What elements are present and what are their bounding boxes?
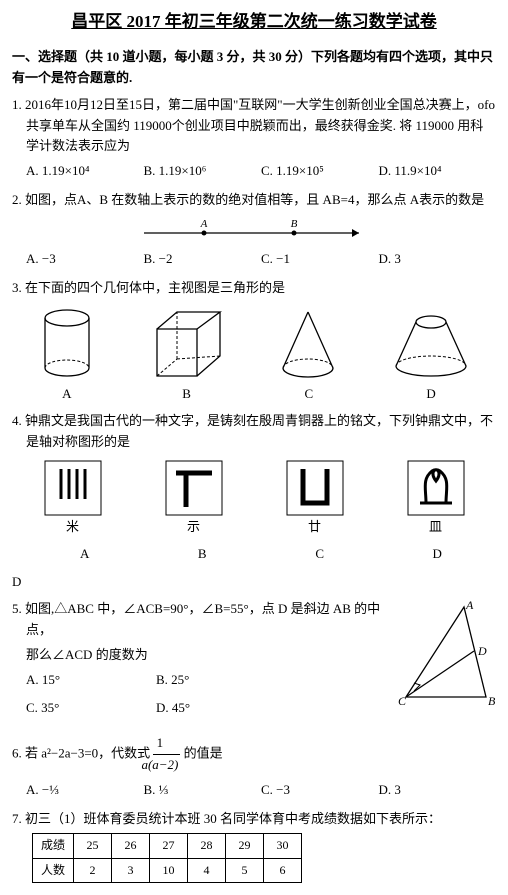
glyph-b-icon — [164, 459, 224, 517]
glyph-c-icon — [285, 459, 345, 517]
q1-opt-c: C. 1.19×10⁵ — [261, 161, 379, 182]
svg-text:A: A — [465, 599, 474, 612]
q4-opt-a: A — [26, 544, 144, 565]
q5-options-1: A. 15° B. 25° — [26, 670, 286, 691]
cell: 10 — [150, 858, 188, 882]
q6-options: A. −⅓ B. ⅓ C. −3 D. 3 — [26, 780, 496, 801]
q3-label-d: D — [386, 384, 476, 405]
q4-alone-d: D — [12, 572, 496, 593]
q4-char-d: 皿 — [406, 517, 466, 538]
q2-opt-d: D. 3 — [379, 249, 497, 270]
q6-post: 的值是 — [184, 745, 223, 760]
q4-opt-c: C — [261, 544, 379, 565]
table-row: 人数 2 3 10 4 5 6 — [33, 858, 302, 882]
cell: 26 — [112, 834, 150, 858]
svg-text:D: D — [477, 644, 487, 658]
q4-options: A B C D — [26, 544, 496, 565]
q4-char-a: 米 — [43, 517, 103, 538]
q4-char-b: 示 — [164, 517, 224, 538]
q3-figures: A B C D — [12, 304, 496, 405]
q3-label-a: A — [32, 384, 102, 405]
q4-opt-b: B — [144, 544, 262, 565]
q7-table: 成绩 25 26 27 28 29 30 人数 2 3 10 4 5 6 — [32, 833, 302, 882]
section-1-header: 一、选择题（共 10 道小题，每小题 3 分，共 30 分）下列各题均有四个选项… — [12, 47, 496, 89]
q5-opt-c: C. 35° — [26, 698, 156, 719]
cell: 4 — [188, 858, 226, 882]
svg-text:A: A — [200, 218, 208, 230]
q1-opt-d: D. 11.9×10⁴ — [379, 161, 497, 182]
cell: 30 — [264, 834, 302, 858]
exam-title: 昌平区 2017 年初三年级第二次统一练习数学试卷 — [12, 8, 496, 35]
q4-fig-d: 皿 — [406, 459, 466, 538]
q1-text: 1. 2016年10月12日至15日，第二届中国"互联网"一大学生创新创业全国总… — [26, 95, 496, 157]
q4-fig-a: 米 — [43, 459, 103, 538]
q5-opt-a: A. 15° — [26, 670, 156, 691]
cell: 29 — [226, 834, 264, 858]
q2-text-span: 2. 如图，点A、B 在数轴上表示的数的绝对值相等，且 AB=4，那么点 A表示… — [12, 192, 484, 207]
q6-opt-a: A. −⅓ — [26, 780, 144, 801]
q3-fig-b: B — [142, 304, 232, 405]
glyph-a-icon — [43, 459, 103, 517]
q2-options: A. −3 B. −2 C. −1 D. 3 — [26, 249, 496, 270]
q7-text: 7. 初三（1）班体育委员统计本班 30 名同学体育中考成绩数据如下表所示： — [26, 809, 496, 830]
q2-opt-a: A. −3 — [26, 249, 144, 270]
q3-label-c: C — [271, 384, 346, 405]
q4-char-c: 廿 — [285, 517, 345, 538]
cube-icon — [142, 304, 232, 384]
glyph-d-icon — [406, 459, 466, 517]
th-score: 成绩 — [33, 834, 74, 858]
q6-pre: 6. 若 a²−2a−3=0，代数式 — [12, 745, 153, 760]
cell: 6 — [264, 858, 302, 882]
cylinder-icon — [32, 304, 102, 384]
svg-text:B: B — [488, 694, 496, 708]
q3-label-b: B — [142, 384, 232, 405]
svg-text:C: C — [398, 694, 407, 708]
q4-opt-d: D — [379, 544, 497, 565]
cell: 5 — [226, 858, 264, 882]
q1-opt-a: A. 1.19×10⁴ — [26, 161, 144, 182]
q6-opt-d: D. 3 — [379, 780, 497, 801]
q2-opt-b: B. −2 — [144, 249, 262, 270]
q3-fig-d: D — [386, 304, 476, 405]
q4-text: 4. 钟鼎文是我国古代的一种文字，是铸刻在殷周青铜器上的铭文，下列钟鼎文中，不是… — [26, 411, 496, 453]
q3-fig-c: C — [271, 304, 346, 405]
cell: 27 — [150, 834, 188, 858]
q4-fig-c: 廿 — [285, 459, 345, 538]
number-line-icon: A B — [134, 215, 374, 245]
q2-opt-c: C. −1 — [261, 249, 379, 270]
q5-options-2: C. 35° D. 45° — [26, 698, 286, 719]
q2-figure: A B — [12, 215, 496, 245]
q5-opt-d: D. 45° — [156, 698, 286, 719]
fraction-icon: 1 a(a−2) — [153, 733, 180, 776]
cell: 3 — [112, 858, 150, 882]
th-count: 人数 — [33, 858, 74, 882]
q1-opt-b: B. 1.19×10⁶ — [144, 161, 262, 182]
table-row: 成绩 25 26 27 28 29 30 — [33, 834, 302, 858]
svg-text:B: B — [291, 218, 298, 230]
triangle-figure-icon: A D C B — [396, 599, 496, 709]
q3-fig-a: A — [32, 304, 102, 405]
q1-options: A. 1.19×10⁴ B. 1.19×10⁶ C. 1.19×10⁵ D. 1… — [26, 161, 496, 182]
q6-opt-b: B. ⅓ — [144, 780, 262, 801]
cone-icon — [271, 304, 346, 384]
cell: 2 — [74, 858, 112, 882]
cell: 25 — [74, 834, 112, 858]
q6-text: 6. 若 a²−2a−3=0，代数式 1 a(a−2) 的值是 — [26, 733, 496, 776]
q4-figures: 米 示 廿 皿 — [12, 459, 496, 538]
q2-text: 2. 如图，点A、B 在数轴上表示的数的绝对值相等，且 AB=4，那么点 A表示… — [26, 190, 496, 211]
cell: 28 — [188, 834, 226, 858]
q4-text-span: 4. 钟鼎文是我国古代的一种文字，是铸刻在殷周青铜器上的铭文，下列钟鼎文中，不是… — [12, 413, 493, 449]
q3-text: 3. 在下面的四个几何体中，主视图是三角形的是 — [26, 278, 496, 299]
frustum-icon — [386, 304, 476, 384]
q6-opt-c: C. −3 — [261, 780, 379, 801]
q4-fig-b: 示 — [164, 459, 224, 538]
q5-opt-b: B. 25° — [156, 670, 286, 691]
